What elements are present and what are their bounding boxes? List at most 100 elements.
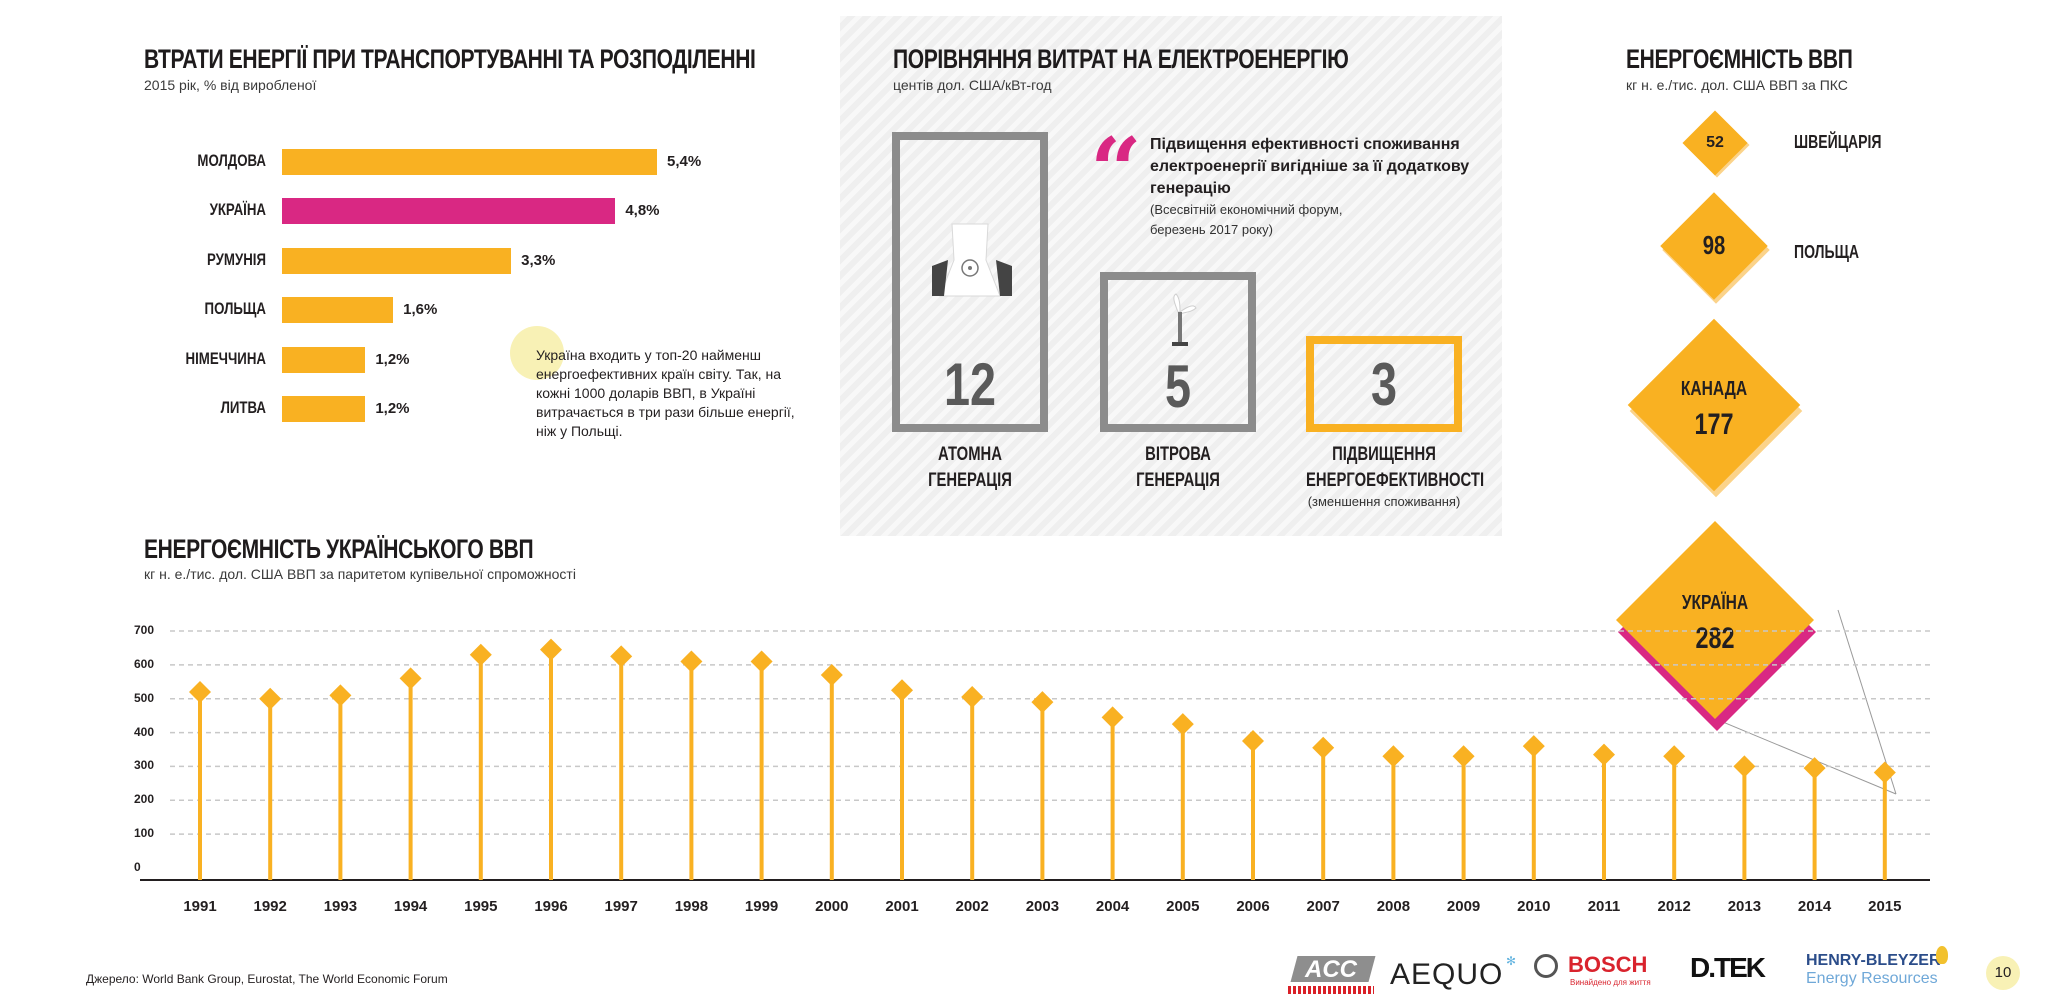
switzerland-label: ШВЕЙЦАРІЯ: [1794, 132, 1882, 152]
intensity-title: ЕНЕРГОЄМНІСТЬ ВВП: [1626, 44, 1853, 74]
bosch-tagline: Винайдено для життя: [1570, 978, 1651, 987]
losses-note: Україна входить у топ-20 найменш енергое…: [536, 347, 795, 439]
bar-label: ПОЛЬЩА: [204, 299, 266, 319]
y-tick-label: 400: [134, 724, 155, 739]
year-label: 2005: [1166, 898, 1200, 915]
year-label: 2001: [885, 898, 919, 915]
wind-label: ВІТРОВА ГЕНЕРАЦІЯ: [1088, 442, 1268, 494]
efficiency-label-line2: ЕНЕРГОЕФЕКТИВНОСТІ: [1306, 470, 1485, 491]
intensity-subtitle: кг н. е./тис. дол. США ВВП за ПКС: [1626, 77, 1848, 93]
year-label: 2006: [1236, 898, 1270, 915]
lollipop-marker: [1382, 745, 1405, 768]
nuclear-cost-value: 12: [943, 351, 997, 418]
year-label: 2008: [1376, 898, 1411, 915]
y-tick-label: 700: [134, 623, 155, 637]
year-label: 1996: [534, 898, 568, 915]
losses-subtitle: 2015 рік, % від виробленої: [144, 77, 317, 93]
y-tick-label: 500: [134, 690, 155, 705]
bar-label: РУМУНІЯ: [206, 249, 266, 269]
henry-bleyzer-logo: HENRY-BLEYZER: [1806, 952, 1941, 969]
lollipop-marker: [189, 680, 211, 703]
year-label: 2012: [1657, 898, 1691, 915]
canada-label: КАНАДА: [1680, 378, 1748, 400]
efficiency-label-line1: ПІДВИЩЕННЯ: [1332, 444, 1436, 465]
y-tick-label: 200: [134, 792, 155, 807]
year-label: 1999: [744, 898, 779, 915]
lollipop-marker: [750, 650, 773, 673]
year-label: 2011: [1587, 898, 1621, 915]
bar-label: НІМЕЧЧИНА: [185, 348, 266, 368]
source-note: Джерело: World Bank Group, Eurostat, The…: [86, 972, 448, 986]
year-label: 2010: [1517, 898, 1551, 915]
lollipop-marker: [1031, 691, 1054, 714]
nuclear-label: АТОМНА ГЕНЕРАЦІЯ: [880, 442, 1060, 494]
lollipop-marker: [1733, 755, 1756, 778]
canada-value: 177: [1694, 408, 1734, 441]
year-label: 2000: [815, 898, 849, 915]
y-tick-label: 0: [134, 860, 141, 874]
lollipop-marker: [891, 679, 913, 702]
efficiency-label: ПІДВИЩЕННЯ ЕНЕРГОЕФЕКТИВНОСТІ (зменшення…: [1284, 442, 1484, 509]
lollipop-marker: [469, 643, 492, 666]
ukraine-chart-title: ЕНЕРГОЄМНІСТЬ УКРАЇНСЬКОГО ВВП: [144, 534, 534, 564]
y-tick-label: 100: [134, 826, 155, 841]
nuclear-cost-box: 12: [892, 132, 1048, 432]
y-tick-label: 300: [134, 758, 155, 773]
lollipop-marker: [540, 638, 562, 661]
bar: [282, 346, 366, 373]
note-highlight-dot: [510, 326, 564, 380]
lollipop-marker: [1593, 743, 1615, 766]
nuclear-plant-icon: [932, 223, 1012, 297]
wind-label-line2: ГЕНЕРАЦІЯ: [1136, 470, 1220, 491]
lollipop-marker: [1803, 757, 1826, 780]
year-label: 1993: [323, 898, 358, 915]
wind-cost-box: 5: [1100, 272, 1256, 432]
lollipop-marker: [1873, 761, 1896, 784]
bar: [282, 149, 657, 175]
efficiency-cost-value: 3: [1370, 351, 1398, 418]
switzerland-value: 52: [1706, 134, 1724, 151]
aequo-star-icon: ✻: [1506, 954, 1517, 968]
bar-label: МОЛДОВА: [197, 151, 266, 170]
lollipop-marker: [1101, 706, 1124, 729]
bar-value-label: 1,2%: [375, 400, 410, 417]
year-label: 2007: [1306, 898, 1340, 915]
year-label: 2009: [1446, 898, 1481, 915]
year-label: 2013: [1727, 898, 1762, 915]
quote-text: Підвищення ефективності споживання елект…: [1150, 136, 1470, 197]
wind-turbine-icon: [1172, 293, 1197, 346]
year-label: 1991: [183, 898, 217, 915]
bar: [282, 297, 394, 324]
flame-icon: [1936, 946, 1948, 964]
efficiency-cost-box: 3: [1306, 336, 1462, 432]
lollipop-marker: [329, 684, 352, 707]
year-label: 1995: [464, 898, 498, 915]
ukraine-value: 282: [1695, 622, 1735, 655]
year-label: 1997: [604, 898, 638, 915]
year-label: 2015: [1868, 898, 1902, 915]
year-label: 2004: [1095, 898, 1130, 915]
bar-value-label: 4,8%: [625, 202, 660, 220]
quote-mark-icon: “: [1090, 118, 1142, 224]
comparison-title: ПОРІВНЯННЯ ВИТРАТ НА ЕЛЕКТРОЕНЕРГІЮ: [893, 44, 1349, 74]
bar: [282, 396, 366, 422]
ukraine-label: УКРАЇНА: [1681, 592, 1749, 614]
lollipop-marker: [961, 686, 984, 709]
dtek-logo: D.TEK: [1690, 952, 1766, 983]
lollipop-marker: [1171, 713, 1194, 736]
lollipop-marker: [1663, 745, 1686, 768]
bosch-armature-icon: [1534, 954, 1558, 978]
efficiency-label-note: (зменшення споживання): [1307, 494, 1461, 509]
year-label: 2014: [1797, 898, 1832, 915]
lollipop-marker: [1312, 736, 1335, 759]
acc-logo: ACC: [1288, 954, 1376, 998]
quote-source: (Всесвітній економічний форум, березень …: [1150, 202, 1343, 237]
year-label: 2003: [1025, 898, 1060, 915]
lollipop-marker: [820, 664, 843, 687]
nuclear-label-line1: АТОМНА: [938, 444, 1002, 465]
bar-label: УКРАЇНА: [209, 200, 266, 220]
year-label: 2002: [955, 898, 989, 915]
lollipop-marker: [259, 687, 282, 710]
wind-cost-value: 5: [1164, 353, 1192, 420]
